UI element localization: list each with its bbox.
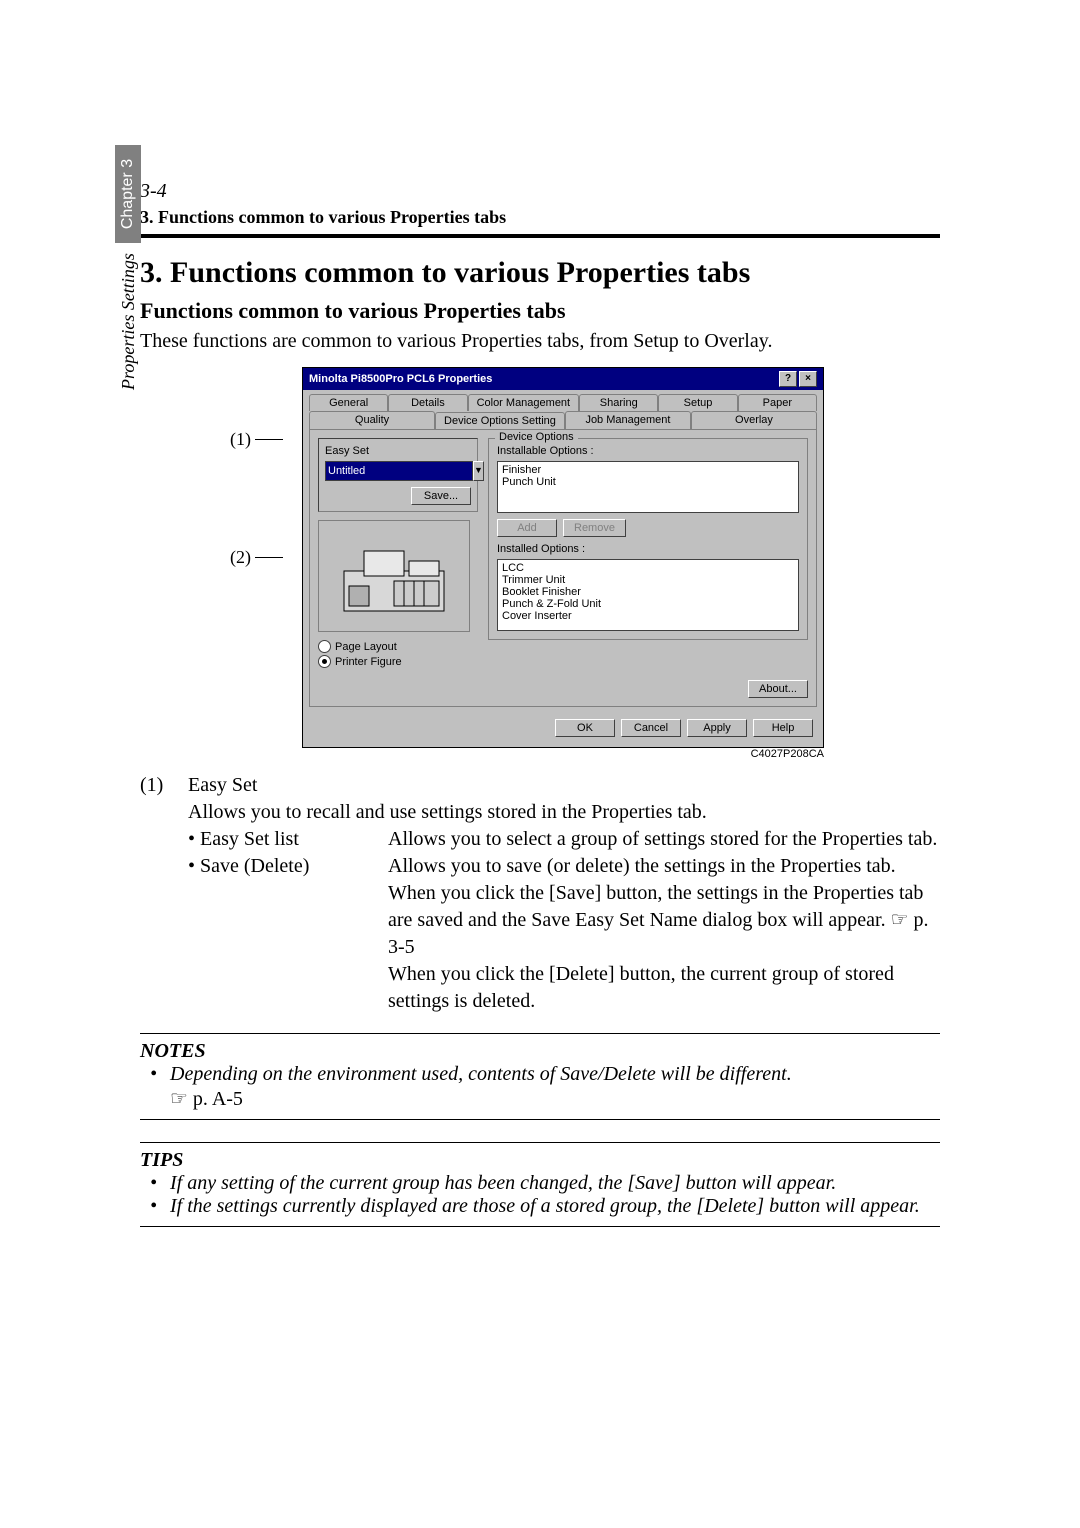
list-item[interactable]: Finisher xyxy=(502,464,794,476)
ok-button[interactable]: OK xyxy=(555,719,615,737)
printer-icon xyxy=(334,531,454,621)
easy-set-label: Easy Set xyxy=(325,445,471,457)
page-ref-icon: ☞ p. A-5 xyxy=(170,1088,243,1110)
figure-id: C4027P208CA xyxy=(304,748,824,760)
printer-figure-preview xyxy=(318,520,470,632)
subsection-title: Functions common to various Properties t… xyxy=(140,298,940,324)
easy-set-list-desc: Allows you to select a group of settings… xyxy=(388,826,940,853)
device-options-group: Device Options Installable Options : Fin… xyxy=(488,438,808,640)
easy-set-list-label: • Easy Set list xyxy=(188,826,388,853)
help-titlebar-button[interactable]: ? xyxy=(779,371,797,387)
save-delete-desc-b: When you click the [Delete] button, the … xyxy=(388,963,894,1012)
apply-button[interactable]: Apply xyxy=(687,719,747,737)
dialog-titlebar: Minolta Pi8500Pro PCL6 Properties ? × xyxy=(303,368,823,390)
device-options-label: Device Options xyxy=(495,431,578,443)
side-tab: Properties Settings Chapter 3 xyxy=(115,145,141,390)
easy-set-group: Easy Set ▼ Save... xyxy=(318,438,478,512)
chevron-down-icon[interactable]: ▼ xyxy=(473,461,484,481)
save-button[interactable]: Save... xyxy=(411,487,471,505)
save-delete-desc: Allows you to save (or delete) the setti… xyxy=(388,853,940,1015)
remove-button[interactable]: Remove xyxy=(563,519,626,537)
tips-title: TIPS xyxy=(140,1149,940,1172)
tab-sharing[interactable]: Sharing xyxy=(579,394,658,411)
installable-options-list[interactable]: Finisher Punch Unit xyxy=(497,461,799,513)
radio-icon xyxy=(318,655,331,668)
page-layout-radio[interactable]: Page Layout xyxy=(318,640,478,653)
tip-1-text: If any setting of the current group has … xyxy=(170,1172,836,1195)
running-head: 3. Functions common to various Propertie… xyxy=(140,207,940,238)
list-item[interactable]: Booklet Finisher xyxy=(502,586,794,598)
properties-dialog: Minolta Pi8500Pro PCL6 Properties ? × Ge… xyxy=(302,367,824,748)
tab-details[interactable]: Details xyxy=(388,394,467,411)
installed-options-label: Installed Options : xyxy=(497,543,799,555)
callout-2-label: (2) xyxy=(230,547,251,568)
bullet-icon: • xyxy=(150,1195,162,1218)
tab-setup[interactable]: Setup xyxy=(658,394,737,411)
save-delete-label: • Save (Delete) xyxy=(188,853,388,1015)
note-1-text: Depending on the environment used, conte… xyxy=(170,1063,792,1085)
installed-options-list[interactable]: LCC Trimmer Unit Booklet Finisher Punch … xyxy=(497,559,799,631)
list-item[interactable]: Trimmer Unit xyxy=(502,574,794,586)
item-1-name: Easy Set xyxy=(188,772,257,799)
callout-1-label: (1) xyxy=(230,429,251,450)
item-1: (1) Easy Set Allows you to recall and us… xyxy=(140,772,940,1015)
close-titlebar-button[interactable]: × xyxy=(799,371,817,387)
tab-job-management[interactable]: Job Management xyxy=(565,411,691,429)
easy-set-combo[interactable]: ▼ xyxy=(325,461,471,481)
intro-text: These functions are common to various Pr… xyxy=(140,330,940,353)
tabs-row-2: Quality Device Options Setting Job Manag… xyxy=(303,411,823,429)
tabs-row-1: General Details Color Management Sharing… xyxy=(303,390,823,411)
side-tab-text: Properties Settings xyxy=(118,253,139,390)
installable-options-label: Installable Options : xyxy=(497,445,799,457)
page-number: 3-4 xyxy=(140,180,940,203)
printer-figure-label: Printer Figure xyxy=(335,656,402,668)
tab-general[interactable]: General xyxy=(309,394,388,411)
item-1-desc: Allows you to recall and use settings st… xyxy=(188,799,940,826)
about-button[interactable]: About... xyxy=(748,680,808,698)
list-item[interactable]: LCC xyxy=(502,562,794,574)
side-tab-chapter: Chapter 3 xyxy=(115,145,141,243)
tab-color-management[interactable]: Color Management xyxy=(468,394,580,411)
add-button[interactable]: Add xyxy=(497,519,557,537)
printer-figure-radio[interactable]: Printer Figure xyxy=(318,655,478,668)
item-1-number: (1) xyxy=(140,772,188,799)
callout-2: (2) xyxy=(230,547,283,568)
callout-1: (1) xyxy=(230,429,283,450)
save-delete-desc-a: Allows you to save (or delete) the setti… xyxy=(388,855,923,931)
bullet-icon: • xyxy=(150,1063,162,1111)
notes-block: NOTES • Depending on the environment use… xyxy=(140,1040,940,1111)
cancel-button[interactable]: Cancel xyxy=(621,719,681,737)
figure: (1) (2) Minolta Pi8500Pro PCL6 Propertie… xyxy=(230,367,940,760)
tab-device-options-setting[interactable]: Device Options Setting xyxy=(435,412,565,430)
notes-title: NOTES xyxy=(140,1040,940,1063)
tip-2-text: If the settings currently displayed are … xyxy=(170,1195,920,1218)
list-item[interactable]: Cover Inserter xyxy=(502,610,794,622)
easy-set-input[interactable] xyxy=(325,461,473,481)
tips-block: TIPS • If any setting of the current gro… xyxy=(140,1149,940,1218)
page-layout-label: Page Layout xyxy=(335,641,397,653)
tab-quality[interactable]: Quality xyxy=(309,411,435,429)
radio-icon xyxy=(318,640,331,653)
list-item[interactable]: Punch Unit xyxy=(502,476,794,488)
section-title: 3. Functions common to various Propertie… xyxy=(140,256,940,290)
tab-overlay[interactable]: Overlay xyxy=(691,411,817,429)
list-item[interactable]: Punch & Z-Fold Unit xyxy=(502,598,794,610)
help-button[interactable]: Help xyxy=(753,719,813,737)
bullet-icon: • xyxy=(150,1172,162,1195)
dialog-title: Minolta Pi8500Pro PCL6 Properties xyxy=(309,373,492,385)
tab-paper[interactable]: Paper xyxy=(738,394,817,411)
